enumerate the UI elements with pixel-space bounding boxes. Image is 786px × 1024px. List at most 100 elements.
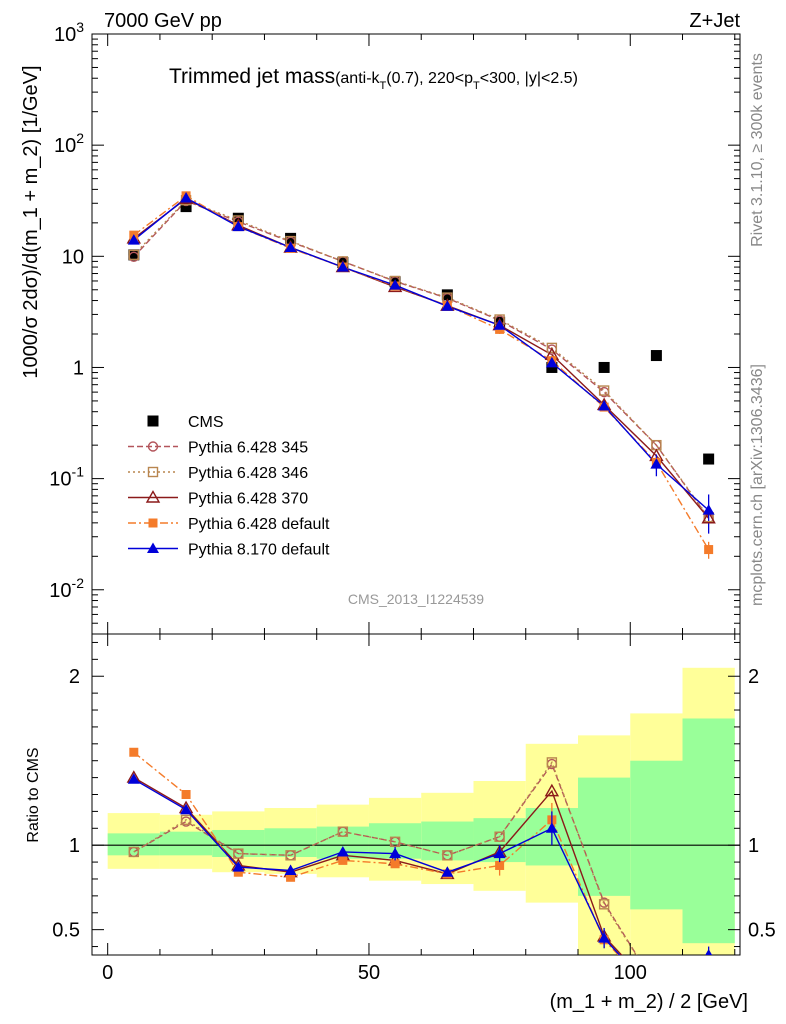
y-tick-label: 10-2 <box>49 575 84 602</box>
ratio-series-line <box>133 778 709 955</box>
process-label: Z+Jet <box>689 10 740 32</box>
ratio-series-point <box>442 850 453 861</box>
legend-label: Pythia 8.170 default <box>188 542 330 559</box>
ratio-series-point <box>493 847 506 859</box>
ratio-series-point <box>495 860 505 870</box>
main-series-point <box>598 385 610 396</box>
title-main: Trimmed jet mass <box>169 65 335 88</box>
legend: CMS Pythia 6.428 345 Pythia 6.428 346 Pythi… <box>128 414 330 559</box>
title-cuts-c: <300, |y|<2.5) <box>480 70 578 87</box>
main-series-line <box>133 200 710 519</box>
cms-data-point <box>441 289 453 301</box>
legend-marker <box>147 441 159 452</box>
ratio-series-point <box>129 747 139 757</box>
ratio-uncertainty-bands <box>107 667 735 955</box>
main-series-point <box>545 356 558 368</box>
ratio-y-tick-label: 2 <box>69 666 80 688</box>
ratio-series-point <box>338 855 348 865</box>
legend-label: Pythia 6.428 346 <box>188 465 308 482</box>
ratio-series-point <box>598 932 611 943</box>
main-series-point <box>546 342 558 354</box>
ratio-series-point <box>546 757 558 768</box>
x-axis-label: (m_1 + m_2) / 2 [GeV] <box>550 991 748 1013</box>
ratio-series-point <box>390 859 400 869</box>
y-axis-label: 1000/σ 2dσ)/d(m_1 + m_2) [1/GeV] <box>20 65 42 378</box>
stat-band-bin <box>107 833 160 856</box>
ratio-series-point <box>180 803 193 815</box>
y-tick-label: 102 <box>54 130 84 157</box>
y-tick-label: 10-1 <box>49 464 84 491</box>
ratio-series-point <box>389 847 402 859</box>
ratio-series-line <box>133 762 638 955</box>
cms-data-point <box>650 350 662 362</box>
title-cuts-a: (anti-k <box>335 70 380 87</box>
main-series-line <box>133 199 710 518</box>
ratio-series-point <box>494 831 505 842</box>
stat-band-bin <box>159 831 213 856</box>
ratio-series-point <box>441 866 454 877</box>
cms-data-point <box>180 201 192 213</box>
main-series-point <box>704 545 714 555</box>
ratio-series-point <box>128 846 140 858</box>
cms-data-point <box>128 249 140 261</box>
legend-label: Pythia 6.428 default <box>188 516 330 533</box>
ratio-series-point <box>705 949 713 955</box>
x-tick-label: 100 <box>614 962 647 984</box>
legend-marker <box>147 466 159 478</box>
stat-band-bin <box>682 718 735 944</box>
legend-label: Pythia 6.428 345 <box>188 440 308 457</box>
main-series-point <box>232 220 245 232</box>
stat-band-bin <box>421 821 474 861</box>
main-series-point <box>128 249 140 261</box>
title-cuts-b: (0.7), 220<p <box>386 70 473 87</box>
x-tick-label: 0 <box>102 962 113 984</box>
main-series-point <box>336 261 349 272</box>
y-tick-label: 10 <box>62 246 84 268</box>
stat-band-bin <box>630 760 683 910</box>
legend-marker <box>147 542 159 553</box>
ratio-series-point <box>337 826 349 837</box>
ratio-series-point <box>127 773 140 784</box>
stat-band-bin <box>264 828 317 858</box>
y-tick-label: 103 <box>54 19 84 46</box>
main-series-point <box>441 300 454 311</box>
ratio-y-tick-label-right: 2 <box>748 666 759 688</box>
main-series-point <box>180 191 193 203</box>
legend-marker <box>147 415 159 427</box>
main-series-point <box>127 234 140 245</box>
ratio-series-group <box>126 747 713 955</box>
cms-data-point <box>598 361 610 373</box>
ratio-series-line <box>133 751 620 955</box>
ratio-series-point <box>232 861 245 872</box>
x-tick-label: 50 <box>358 962 380 984</box>
ratio-y-tick-label: 0.5 <box>52 920 80 942</box>
main-series-point <box>284 241 297 253</box>
ratio-series-point <box>336 845 349 857</box>
legend-label: Pythia 6.428 370 <box>188 491 308 508</box>
cms-data-point <box>546 361 558 373</box>
ratio-series-point <box>285 850 296 861</box>
y-tick-label: 1 <box>73 357 84 379</box>
ratio-y-axis-label: Ratio to CMS <box>25 747 42 842</box>
ratio-series-point <box>180 814 192 826</box>
legend-marker <box>145 490 161 503</box>
analysis-id: CMS_2013_I1224539 <box>348 591 484 607</box>
stat-band-bin <box>578 777 631 896</box>
ratio-series-line <box>133 776 623 955</box>
ratio-y-tick-label: 1 <box>69 835 80 857</box>
energy-label: 7000 GeV pp <box>104 10 222 32</box>
main-series-point <box>493 319 506 330</box>
legend-marker <box>148 518 158 528</box>
title-cuts-a-sub: T <box>380 80 387 92</box>
title-cuts-b-sub: T <box>473 80 480 92</box>
ratio-series-point <box>233 867 243 877</box>
mcplots-note: mcplots.cern.ch [arXiv:1306.3436] <box>749 364 766 606</box>
cms-data-point <box>703 453 715 465</box>
main-series-point <box>598 400 611 411</box>
main-series-point <box>702 504 715 515</box>
plot-title: Trimmed jet mass(anti-kT(0.7), 220<pT<30… <box>169 65 578 92</box>
rivet-note: Rivet 3.1.10, ≥ 300k events <box>749 53 766 247</box>
ratio-y-tick-label-right: 0.5 <box>748 920 776 942</box>
